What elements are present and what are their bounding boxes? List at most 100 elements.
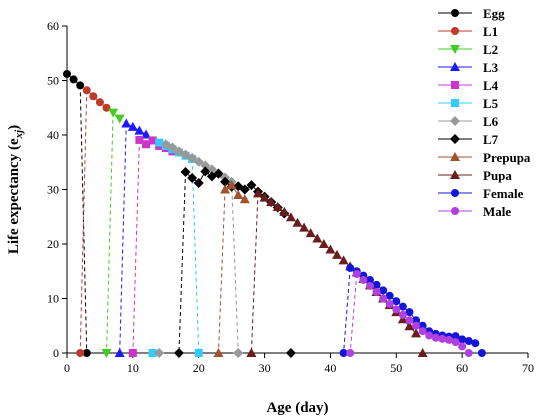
legend-marker-l7 xyxy=(450,134,460,144)
point-l7 xyxy=(200,166,211,177)
point-female xyxy=(339,349,348,357)
dashed-drop-lines xyxy=(79,85,358,354)
point-egg xyxy=(76,81,85,90)
x-tick-label: 30 xyxy=(259,361,271,375)
point-l7 xyxy=(187,173,198,184)
point-l7 xyxy=(193,177,204,188)
point-l6 xyxy=(233,348,244,358)
legend-marker-female xyxy=(451,189,459,197)
point-egg xyxy=(69,75,78,84)
point-l6 xyxy=(200,160,211,171)
legend-marker-l6 xyxy=(450,116,460,126)
point-pupa xyxy=(417,348,428,357)
point-prepupa xyxy=(233,189,244,199)
legend-marker-prepupa xyxy=(450,152,460,161)
point-female xyxy=(477,349,486,357)
point-male xyxy=(372,287,381,296)
point-male xyxy=(451,338,460,347)
drop-line-male xyxy=(349,273,358,354)
y-tick-label: 50 xyxy=(47,74,59,88)
point-male xyxy=(365,281,374,290)
point-pupa xyxy=(266,197,277,207)
point-female xyxy=(451,332,460,341)
drop-line-l5 xyxy=(191,158,200,354)
y-axis-title: Life expectancy (exj) xyxy=(6,125,25,254)
legend-marker-l4 xyxy=(451,81,459,89)
point-male xyxy=(359,275,368,284)
point-male xyxy=(425,331,434,340)
x-tick-label: 60 xyxy=(456,361,468,375)
point-pupa xyxy=(246,348,257,357)
point-l1 xyxy=(89,92,98,101)
legend-label-egg: Egg xyxy=(483,6,505,21)
drop-line-l6 xyxy=(231,181,239,354)
drop-line-l7 xyxy=(178,172,187,354)
point-female xyxy=(464,337,473,346)
point-female xyxy=(458,335,467,344)
legend-marker-l2 xyxy=(450,45,460,54)
point-l4 xyxy=(135,135,144,144)
y-tick-label: 20 xyxy=(47,237,59,251)
point-prepupa xyxy=(213,348,224,357)
y-tick-label: 40 xyxy=(47,128,59,142)
point-l6 xyxy=(167,142,178,153)
legend-label-l7: L7 xyxy=(483,132,499,147)
point-l6 xyxy=(193,156,204,167)
point-female xyxy=(379,286,388,295)
point-female xyxy=(372,280,381,289)
point-l3 xyxy=(141,129,152,139)
y-tick-label: 60 xyxy=(47,19,59,33)
y-axis-title-text: Life expectancy (e xyxy=(6,138,22,254)
point-pupa xyxy=(312,233,323,243)
point-l1 xyxy=(102,103,111,112)
point-l5 xyxy=(194,349,203,357)
x-tick-label: 0 xyxy=(64,361,70,375)
x-tick-label: 10 xyxy=(127,361,139,375)
point-male xyxy=(418,327,427,336)
point-pupa xyxy=(292,217,303,227)
point-l2 xyxy=(101,349,112,358)
legend: Egg L1 L2 L3 L4 L5 L6 L7 Prepupa Pupa Female Male xyxy=(438,6,531,219)
x-tick-label: 20 xyxy=(193,361,205,375)
point-pupa xyxy=(404,321,415,331)
point-prepupa xyxy=(220,184,231,194)
point-male xyxy=(458,342,467,351)
drop-line-l1 xyxy=(79,90,88,354)
x-tick-label: 70 xyxy=(522,361,534,375)
drop-line-l4 xyxy=(132,139,140,354)
point-male xyxy=(464,349,473,357)
drop-line-l2 xyxy=(106,112,114,354)
point-l4 xyxy=(128,349,137,357)
legend-label-female: Female xyxy=(483,186,524,201)
point-pupa xyxy=(285,212,296,222)
legend-label-l4: L4 xyxy=(483,78,499,93)
point-l7 xyxy=(213,168,224,179)
point-pupa xyxy=(338,255,349,265)
point-l3 xyxy=(134,125,145,135)
legend-marker-l5 xyxy=(451,99,459,107)
legend-marker-male xyxy=(451,207,459,215)
x-axis-title: Age (day) xyxy=(266,400,328,416)
point-l7 xyxy=(246,180,257,191)
y-tick-label: 30 xyxy=(47,183,59,197)
point-male xyxy=(392,305,401,314)
point-pupa xyxy=(325,244,336,254)
legend-label-l2: L2 xyxy=(483,42,498,57)
point-egg xyxy=(63,69,71,78)
point-pupa xyxy=(332,249,343,259)
point-l2 xyxy=(108,108,119,118)
point-male xyxy=(405,316,414,325)
point-l7 xyxy=(173,348,184,358)
legend-marker-pupa xyxy=(450,170,460,179)
legend-marker-l1 xyxy=(451,27,459,35)
point-pupa xyxy=(279,206,290,216)
point-female xyxy=(365,275,374,284)
point-male xyxy=(438,334,447,343)
series-line-l1 xyxy=(86,89,107,109)
point-pupa xyxy=(318,239,329,248)
point-l7 xyxy=(285,348,296,358)
point-l3 xyxy=(121,118,132,128)
point-female xyxy=(398,302,407,311)
legend-label-pupa: Pupa xyxy=(483,168,512,183)
